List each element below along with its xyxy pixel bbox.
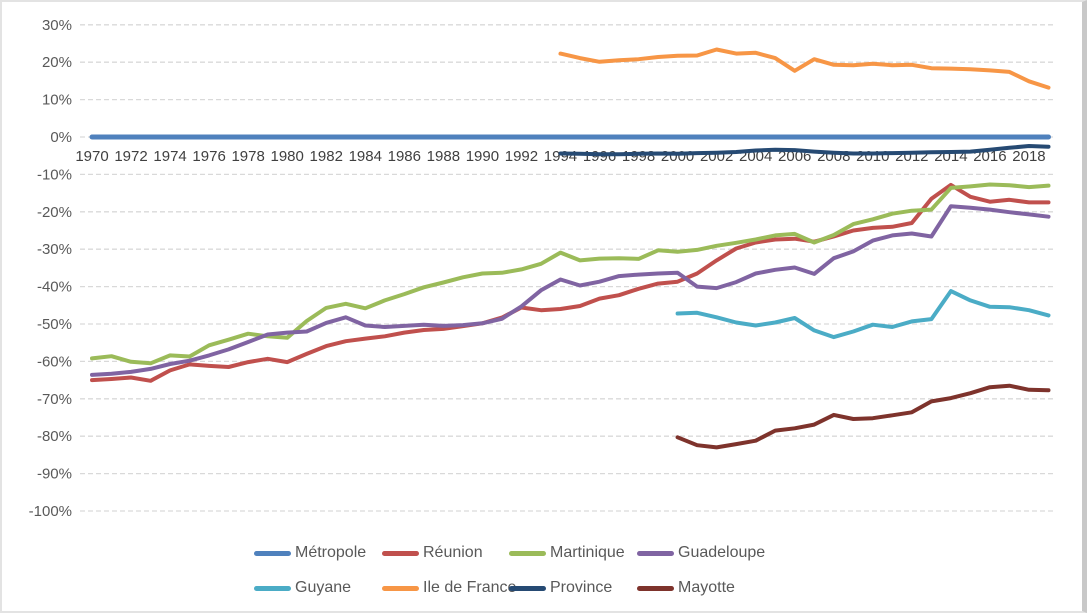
legend-label: Mayotte <box>678 579 735 596</box>
legend-label: Ile de France <box>423 579 517 596</box>
x-axis-label: 1988 <box>427 148 460 165</box>
legend-item-réunion: Réunion <box>382 544 483 562</box>
x-axis-label: 1996 <box>583 148 616 165</box>
y-axis-label: 0% <box>50 129 72 146</box>
x-axis-label: 2018 <box>1012 148 1045 165</box>
x-axis-label: 1970 <box>75 148 108 165</box>
legend-item-province: Province <box>509 579 612 597</box>
y-axis-label: -50% <box>37 316 72 333</box>
legend-swatch <box>382 550 419 556</box>
series-line-guadeloupe <box>90 204 1051 377</box>
legend-label: Réunion <box>423 544 483 561</box>
x-axis-label: 1982 <box>310 148 343 165</box>
legend-item-mayotte: Mayotte <box>637 579 735 597</box>
series-line-ile-de-france <box>558 47 1051 90</box>
legend-swatch <box>382 585 419 591</box>
y-axis-label: 30% <box>42 17 72 34</box>
legend-label: Province <box>550 579 613 596</box>
legend-swatch <box>254 585 291 591</box>
x-axis-label: 1994 <box>544 148 577 165</box>
series-line-réunion <box>90 182 1051 383</box>
x-axis-label: 1984 <box>349 148 382 165</box>
y-axis-label: -60% <box>37 353 72 370</box>
x-axis-label: 1972 <box>114 148 147 165</box>
y-axis-label: -90% <box>37 466 72 483</box>
legend-item-guadeloupe: Guadeloupe <box>637 544 765 562</box>
legend-item-métropole: Métropole <box>254 544 366 562</box>
y-axis-label: 20% <box>42 54 72 71</box>
series-line-martinique <box>90 182 1051 366</box>
legend-label: Martinique <box>550 544 625 561</box>
y-axis-label: -70% <box>37 391 72 408</box>
x-axis-label: 1998 <box>622 148 655 165</box>
x-axis-label: 1976 <box>192 148 225 165</box>
x-axis-label: 1990 <box>466 148 499 165</box>
y-axis-label: -10% <box>37 166 72 183</box>
legend-swatch <box>637 550 674 556</box>
y-axis-label: -30% <box>37 241 72 258</box>
series-line-mayotte <box>675 383 1051 450</box>
legend-label: Guyane <box>295 579 352 596</box>
legend-swatch <box>637 585 674 591</box>
x-axis-label: 1992 <box>505 148 538 165</box>
x-axis-label: 1974 <box>153 148 186 165</box>
y-axis-label: -20% <box>37 204 72 221</box>
legend-label: Métropole <box>295 544 367 561</box>
x-axis-label: 1986 <box>388 148 421 165</box>
series-line-province <box>558 144 1051 157</box>
y-axis-label: -40% <box>37 279 72 296</box>
legend-label: Guadeloupe <box>678 544 766 561</box>
legend-item-guyane: Guyane <box>254 579 351 597</box>
x-axis-label: 2010 <box>856 148 889 165</box>
legend-swatch <box>254 550 291 556</box>
x-axis-label: 2000 <box>661 148 694 165</box>
legend-item-martinique: Martinique <box>509 544 625 562</box>
x-axis-label: 1978 <box>231 148 264 165</box>
legend-swatch <box>509 585 546 591</box>
y-axis-label: -80% <box>37 428 72 445</box>
x-axis-label: 1980 <box>271 148 304 165</box>
legend-swatch <box>509 550 546 556</box>
y-axis-label: 10% <box>42 92 72 109</box>
series-line-guyane <box>675 289 1051 340</box>
legend-item-ile-de-france: Ile de France <box>382 579 516 597</box>
y-axis-label: -100% <box>29 503 72 520</box>
